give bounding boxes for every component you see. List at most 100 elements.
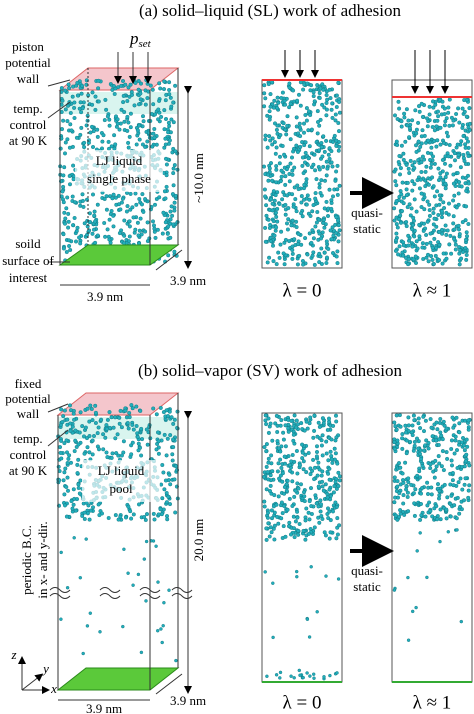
particle [274, 225, 279, 230]
particle [327, 487, 332, 492]
particle [139, 202, 144, 207]
particle [145, 442, 150, 447]
particle [161, 470, 166, 475]
particle [322, 250, 327, 255]
particle [66, 82, 71, 87]
particle [122, 218, 127, 223]
particle [169, 104, 174, 109]
particle [420, 241, 425, 246]
particle [329, 437, 334, 442]
particle [395, 225, 400, 230]
particle [401, 151, 406, 156]
particle [294, 143, 299, 148]
particle [141, 209, 146, 214]
particle [140, 114, 145, 119]
particle [139, 426, 144, 431]
particle [295, 515, 300, 520]
particle [431, 469, 436, 474]
particle [435, 514, 440, 519]
particle [171, 445, 176, 450]
particle [294, 418, 299, 423]
particle [85, 406, 90, 411]
particle [415, 473, 420, 478]
particle [80, 198, 85, 203]
particle [335, 671, 339, 675]
particle [404, 438, 409, 443]
particle [301, 262, 306, 267]
particle [169, 415, 174, 420]
particle [452, 151, 457, 156]
particle [70, 94, 75, 99]
particle [410, 163, 415, 168]
particle [93, 403, 98, 408]
particle [277, 161, 282, 166]
particle [265, 113, 270, 118]
particle [399, 220, 404, 225]
particle [263, 413, 268, 418]
particle [297, 92, 302, 97]
particle [333, 118, 338, 123]
particle [95, 202, 100, 207]
particle [452, 227, 457, 232]
particle [397, 461, 402, 466]
particle [61, 200, 66, 205]
particle [266, 178, 271, 183]
particle [282, 491, 287, 496]
state-label: λ = 0 [283, 280, 322, 301]
particle [434, 438, 439, 443]
particle [392, 588, 397, 592]
particle [63, 107, 68, 112]
particle [275, 95, 280, 100]
particle [123, 408, 128, 413]
particle [401, 243, 406, 248]
particle [264, 442, 269, 447]
particle [440, 215, 445, 220]
particle [437, 193, 442, 198]
particle [465, 444, 470, 449]
particle [320, 154, 325, 159]
particle [306, 531, 311, 536]
label: periodic B.C. [19, 525, 34, 595]
particle [290, 256, 295, 261]
particle [84, 436, 89, 441]
particle [449, 438, 454, 443]
particle [136, 102, 141, 107]
particle [172, 249, 177, 254]
label: surface of [2, 253, 54, 268]
particle [460, 106, 465, 111]
particle [459, 184, 464, 189]
particle [171, 222, 176, 227]
particle [283, 174, 288, 179]
particle [287, 81, 292, 86]
particle [153, 235, 158, 240]
particle [295, 509, 300, 514]
particle [262, 474, 267, 479]
particle [296, 532, 301, 537]
particle [104, 423, 109, 428]
particle [392, 206, 397, 211]
particle [438, 97, 443, 102]
height-label: 20.0 nm [191, 519, 206, 562]
particle [292, 676, 296, 680]
particle [298, 673, 302, 677]
particle [295, 98, 300, 103]
particle [404, 220, 409, 225]
particle [169, 117, 174, 122]
particle [118, 408, 123, 413]
particle [102, 196, 107, 201]
particle [286, 206, 291, 211]
particle [288, 161, 293, 166]
particle [124, 209, 129, 214]
particle [404, 430, 409, 435]
particle [137, 137, 142, 142]
particle [454, 205, 459, 210]
particle [320, 469, 325, 474]
particle [457, 180, 462, 185]
particle [299, 242, 304, 247]
particle [437, 242, 442, 247]
particle [326, 458, 331, 463]
box-b-edges [18, 393, 193, 701]
particle [444, 171, 449, 176]
particle [329, 457, 334, 462]
particle [317, 181, 322, 186]
